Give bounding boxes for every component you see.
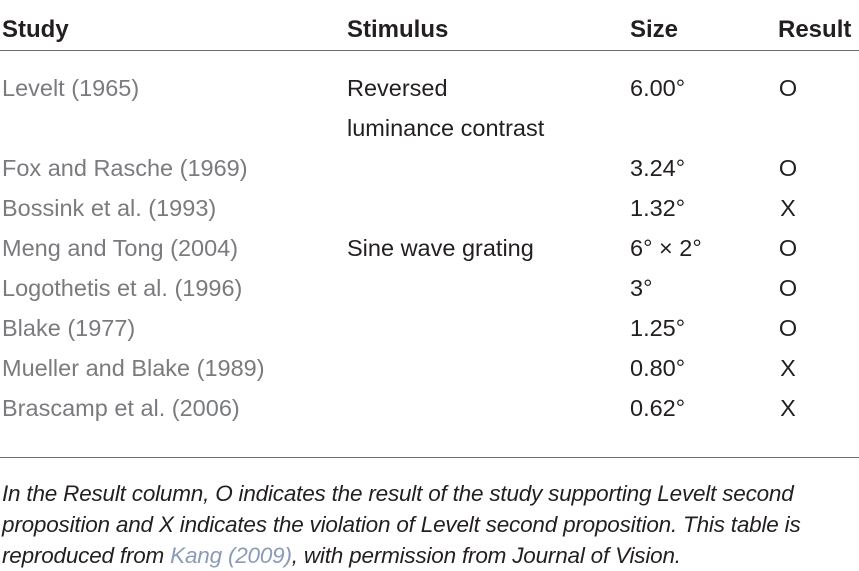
size-cell: 6° × 2° [630,234,702,261]
footnote-text-after: , with permission from Journal of Vision… [291,543,681,568]
result-cell: X [778,348,859,388]
stimulus-cell: Reversed [345,50,628,108]
table-row: Bossink et al. (1993) 1.32° X [0,188,859,228]
size-cell: 1.32° [630,194,686,221]
header-result: Result [778,0,859,51]
result-value: X [780,194,796,221]
size-cell: 0.80° [630,354,686,381]
table-header: Study Stimulus Size Result [0,0,859,51]
size-cell: 1.25° [630,314,686,341]
study-cell: Meng and Tong (2004) [2,234,239,261]
stimulus-line: Reversed [347,74,448,101]
header-row: Study Stimulus Size Result [0,0,859,51]
result-cell: O [778,268,859,308]
result-value: O [778,74,798,101]
table-row: Levelt (1965) Reversed 6.00° O [0,50,859,108]
stimulus-cell [345,388,628,443]
table-row: Brascamp et al. (2006) 0.62° X [0,388,859,443]
study-cell: Blake (1977) [2,314,136,341]
size-cell: 0.62° [630,394,686,421]
data-table-container: Study Stimulus Size Result Levelt (1965)… [0,0,859,443]
stimulus-cell [345,308,628,348]
table-body: Levelt (1965) Reversed 6.00° O luminance… [0,50,859,443]
stimulus-cell: luminance contrast [347,114,545,141]
study-cell: Logothetis et al. (1996) [2,274,243,301]
header-study: Study [0,0,345,51]
stimulus-cell [345,348,628,388]
table-row: Meng and Tong (2004) Sine wave grating 6… [0,228,859,268]
stimulus-cell [345,268,628,308]
result-cell: O [778,308,859,348]
study-cell: Bossink et al. (1993) [2,194,217,221]
study-cell [0,108,345,148]
result-value: O [778,314,798,341]
header-size: Size [628,0,778,51]
size-cell: 3.24° [630,154,686,181]
table-footnote: In the Result column, O indicates the re… [2,478,859,571]
table-row: Fox and Rasche (1969) 3.24° O [0,148,859,188]
table-row-continuation: luminance contrast [0,108,859,148]
studies-table: Study Stimulus Size Result Levelt (1965)… [0,0,859,443]
size-cell: 3° [630,274,653,301]
study-cell: Brascamp et al. (2006) [2,394,240,421]
stimulus-cell: Sine wave grating [347,234,534,261]
result-cell: O [778,148,859,188]
result-cell: X [778,188,859,228]
result-value: O [778,234,798,261]
study-cell: Fox and Rasche (1969) [2,154,248,181]
result-cell: X [778,388,859,443]
table-row: Mueller and Blake (1989) 0.80° X [0,348,859,388]
size-cell: 6.00° [630,74,686,101]
result-value: X [780,394,796,421]
table-row: Blake (1977) 1.25° O [0,308,859,348]
stimulus-cell [345,188,628,228]
result-cell: O [778,228,859,268]
result-value: O [778,274,798,301]
stimulus-cell [345,148,628,188]
footnote-text-before: In the Result column, O indicates the re… [2,481,801,568]
study-cell: Levelt (1965) [2,74,140,101]
header-stimulus: Stimulus [345,0,628,51]
result-value: O [778,154,798,181]
table-row: Logothetis et al. (1996) 3° O [0,268,859,308]
result-cell: O [778,50,859,108]
size-cell [628,108,778,148]
study-cell: Mueller and Blake (1989) [2,354,265,381]
result-cell [778,108,859,148]
result-value: X [780,354,796,381]
footnote-reference-link[interactable]: Kang (2009) [170,543,292,568]
table-bottom-rule [0,457,859,458]
